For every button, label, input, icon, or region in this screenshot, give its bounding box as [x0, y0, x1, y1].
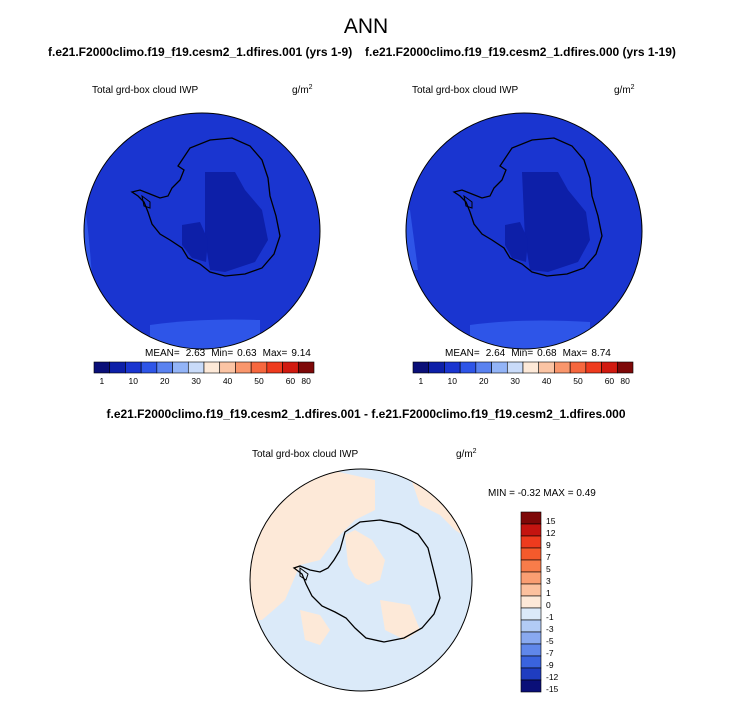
colorbar-swatch	[282, 361, 299, 374]
colorbar-swatch	[520, 631, 542, 645]
colorbar-swatch	[554, 361, 571, 374]
difference-colorbar: 15 12 9 7 5 3 1 0 -1 -3 -5 -7 -9 -12 -15	[520, 511, 559, 694]
colorbar-swatch	[520, 523, 542, 537]
colorbar-tick-label: 20	[160, 376, 170, 386]
colorbar-swatch	[520, 643, 542, 657]
colorbar-tick-label: -3	[546, 624, 554, 634]
colorbar-swatch	[428, 361, 445, 374]
panel-b-units-label: g/m2	[614, 84, 635, 96]
colorbar-swatch	[140, 361, 158, 374]
colorbar-swatch	[156, 361, 173, 374]
colorbar-swatch	[459, 361, 477, 374]
colorbar-tick-label: -12	[546, 672, 559, 682]
colorbar-swatch	[616, 361, 634, 374]
colorbar-tick-label: 20	[479, 376, 489, 386]
colorbar-swatch	[93, 361, 111, 374]
colorbar-swatch	[520, 619, 542, 633]
colorbar-swatch	[520, 535, 542, 549]
colorbar-swatch	[412, 361, 430, 374]
colorbar-swatch	[520, 583, 542, 597]
colorbar-tick-label: -9	[546, 660, 554, 670]
colorbar-tick-label: 1	[546, 588, 551, 598]
colorbar-swatch	[235, 361, 252, 374]
colorbar-tick-label: -5	[546, 636, 554, 646]
colorbar-tick-label: 80	[620, 376, 630, 386]
colorbar-swatch	[203, 361, 221, 374]
colorbar-tick-label: 60	[605, 376, 615, 386]
colorbar-swatch	[522, 361, 540, 374]
colorbar-swatch	[475, 361, 492, 374]
colorbar-tick-label: 10	[129, 376, 139, 386]
colorbar-swatch	[250, 361, 268, 374]
colorbar-swatch	[538, 361, 555, 374]
panel-b-variable-label: Total grd-box cloud IWP	[412, 85, 518, 96]
colorbar-swatch	[520, 511, 542, 525]
colorbar-swatch	[520, 655, 542, 669]
colorbar-swatch	[172, 361, 189, 374]
colorbar-tick-label: -15	[546, 684, 559, 694]
colorbar-tick-label: 3	[546, 576, 551, 586]
panel-a-stats: MEAN= 2.63 Min= 0.63 Max= 9.14	[145, 348, 311, 359]
colorbar-swatch	[491, 361, 508, 374]
colorbar-tick-label: 9	[546, 540, 551, 550]
colorbar-tick-label: 30	[191, 376, 201, 386]
colorbar-swatch	[585, 361, 602, 374]
colorbar-tick-label: 50	[254, 376, 264, 386]
colorbar-swatch	[219, 361, 236, 374]
panel-b-case-title: f.e21.F2000climo.f19_f19.cesm2_1.dfires.…	[365, 45, 676, 59]
colorbar-swatch	[444, 361, 461, 374]
figure-title: ANN	[344, 15, 388, 38]
panel-b-colorbar: 1 10 20 30 40 50 60 80	[412, 361, 634, 386]
colorbar-tick-label: 50	[573, 376, 583, 386]
colorbar-swatch	[569, 361, 587, 374]
colorbar-swatch	[520, 559, 542, 573]
colorbar-tick-label: 80	[301, 376, 311, 386]
colorbar-swatch	[187, 361, 205, 374]
colorbar-swatch	[297, 361, 315, 374]
colorbar-swatch	[520, 667, 542, 681]
panel-a-colorbar: 1 10 20 30 40 50 60 80	[93, 361, 315, 386]
panel-b-map	[405, 112, 643, 350]
colorbar-tick-label: -7	[546, 648, 554, 658]
colorbar-tick-label: 1	[418, 376, 423, 386]
colorbar-tick-label: 40	[542, 376, 552, 386]
colorbar-swatch	[266, 361, 283, 374]
colorbar-swatch	[520, 607, 542, 621]
colorbar-tick-label: 60	[286, 376, 296, 386]
colorbar-tick-label: 12	[546, 528, 556, 538]
difference-units-label: g/m2	[456, 448, 477, 460]
colorbar-tick-label: 7	[546, 552, 551, 562]
colorbar-swatch	[601, 361, 618, 374]
difference-variable-label: Total grd-box cloud IWP	[252, 449, 358, 460]
colorbar-tick-label: 1	[99, 376, 104, 386]
panel-a-variable-label: Total grd-box cloud IWP	[92, 85, 198, 96]
panel-a-case-title: f.e21.F2000climo.f19_f19.cesm2_1.dfires.…	[48, 45, 352, 59]
panel-a-units-label: g/m2	[292, 84, 313, 96]
colorbar-swatch	[520, 571, 542, 585]
difference-stats: MIN = -0.32 MAX = 0.49	[488, 488, 596, 499]
colorbar-swatch	[520, 595, 542, 609]
panel-b-stats: MEAN= 2.64 Min= 0.68 Max= 8.74	[445, 348, 611, 359]
colorbar-swatch	[520, 547, 542, 561]
colorbar-swatch	[125, 361, 142, 374]
difference-map	[249, 468, 473, 692]
colorbar-tick-label: 40	[223, 376, 233, 386]
colorbar-tick-label: 5	[546, 564, 551, 574]
colorbar-swatch	[520, 679, 542, 693]
panel-a-map	[83, 112, 321, 350]
difference-case-title: f.e21.F2000climo.f19_f19.cesm2_1.dfires.…	[107, 407, 626, 421]
colorbar-tick-label: 10	[448, 376, 458, 386]
colorbar-tick-label: 30	[510, 376, 520, 386]
colorbar-tick-label: 15	[546, 516, 556, 526]
colorbar-tick-label: 0	[546, 600, 551, 610]
colorbar-swatch	[506, 361, 524, 374]
colorbar-tick-label: -1	[546, 612, 554, 622]
colorbar-swatch	[109, 361, 126, 374]
